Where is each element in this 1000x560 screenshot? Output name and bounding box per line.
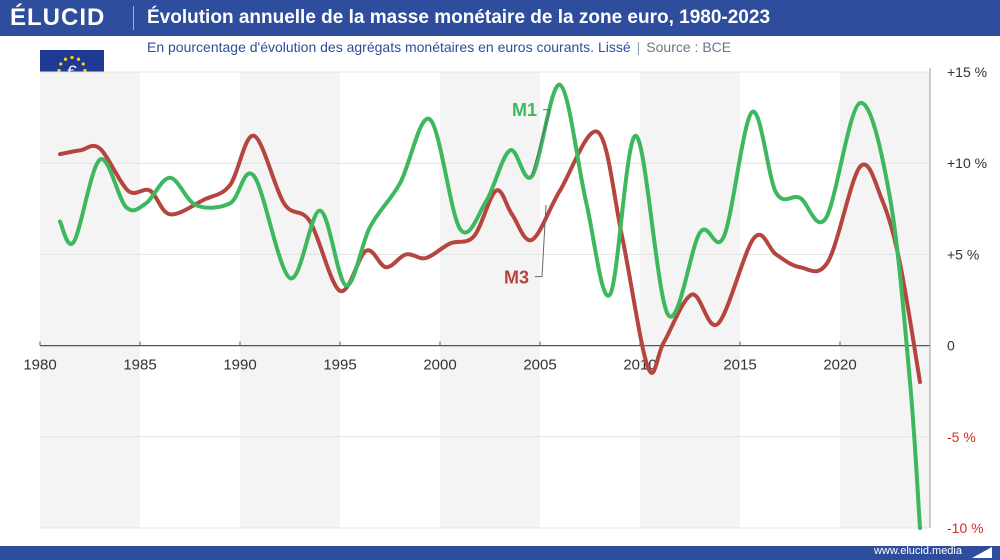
y-tick-label: -5 %: [947, 429, 976, 445]
x-tick-label: 2020: [823, 357, 856, 374]
footer-url[interactable]: www.elucid.media: [873, 545, 962, 557]
subtitle-text: En pourcentage d'évolution des agrégats …: [147, 39, 631, 55]
x-tick-label: 2015: [723, 357, 756, 374]
chart-title: Évolution annuelle de la masse monétaire…: [147, 7, 771, 28]
flag-star: [70, 55, 74, 60]
x-tick-label: 1995: [323, 357, 356, 374]
flag-star: [57, 68, 61, 73]
series-label-m3: M3: [504, 268, 529, 288]
subtitle-separator: |: [636, 39, 641, 55]
header-divider: [133, 6, 134, 30]
flag-star: [76, 57, 81, 61]
header-bar: [0, 0, 1000, 36]
shaded-band: [40, 72, 140, 528]
flag-star: [83, 68, 87, 73]
series-line-m1: [58, 82, 922, 530]
shaded-band: [240, 72, 340, 528]
y-tick-label: +10 %: [947, 155, 987, 171]
flag-star: [59, 62, 63, 66]
brand-logo: ÉLUCID: [10, 4, 106, 31]
shaded-band: [640, 72, 740, 528]
source-text: Source : BCE: [646, 39, 732, 55]
x-tick-label: 1985: [123, 357, 156, 374]
chart-subtitle: En pourcentage d'évolution des agrégats …: [147, 39, 731, 55]
x-tick-label: 2000: [423, 357, 456, 374]
y-tick-label: 0: [947, 338, 955, 354]
x-tick-label: 1990: [223, 357, 256, 374]
leader-line-m3: [535, 205, 547, 278]
flag-star: [81, 62, 85, 66]
y-tick-label: -10 %: [947, 520, 984, 536]
leader-line-m1: [531, 109, 551, 175]
series-line-m3: [58, 129, 922, 385]
elucid-logo-icon: [972, 547, 992, 558]
y-tick-label: +5 %: [947, 246, 979, 262]
x-tick-label: 2005: [523, 357, 556, 374]
series-label-m1: M1: [512, 100, 537, 120]
y-tick-label: +15 %: [947, 64, 987, 80]
flag-star: [63, 57, 68, 61]
shaded-band: [440, 72, 540, 528]
x-tick-label: 1980: [23, 357, 56, 374]
footer-bar: [0, 546, 1000, 560]
